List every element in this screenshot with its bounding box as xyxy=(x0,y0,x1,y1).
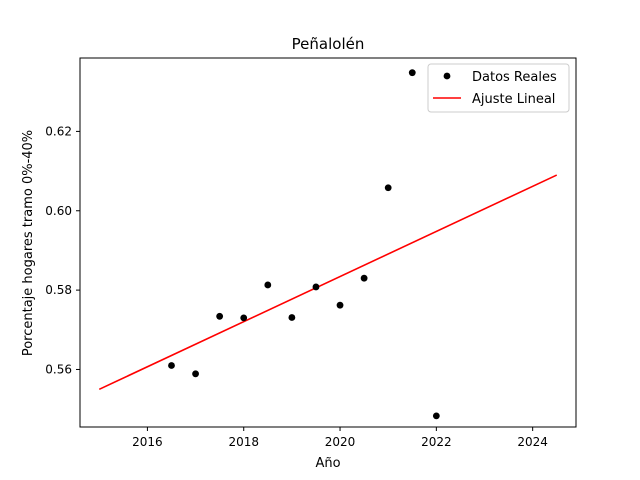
data-point xyxy=(192,370,199,378)
data-point xyxy=(360,274,368,282)
x-tick-label: 2024 xyxy=(517,435,548,449)
chart-title: Peñalolén xyxy=(292,35,365,53)
data-point xyxy=(240,314,248,322)
y-tick-label: 0.62 xyxy=(45,124,72,138)
data-point xyxy=(432,412,440,420)
data-point xyxy=(288,314,296,321)
data-point xyxy=(312,283,320,291)
data-point xyxy=(168,362,175,369)
x-tick-label: 2018 xyxy=(228,435,259,449)
x-tick-label: 2022 xyxy=(421,435,452,449)
legend-marker-scatter xyxy=(443,72,451,80)
axes-frame xyxy=(79,57,577,428)
data-point xyxy=(216,312,224,320)
y-tick-label: 0.60 xyxy=(45,204,72,218)
data-point xyxy=(384,184,392,192)
x-axis-label: Año xyxy=(315,456,340,471)
legend-label-scatter: Datos Reales xyxy=(472,70,557,85)
y-tick-label: 0.58 xyxy=(45,283,72,297)
y-tick-label: 0.56 xyxy=(45,362,72,376)
y-axis-label: Porcentaje hogares tramo 0%-40% xyxy=(21,130,36,356)
data-point xyxy=(264,281,272,289)
plot-area: 2016 2018 2020 2022 2024 0.56 0.58 0.60 0.62 xyxy=(45,57,577,449)
data-point xyxy=(408,69,416,77)
legend-box xyxy=(427,63,570,113)
data-point xyxy=(336,301,344,309)
x-tick-label: 2016 xyxy=(132,435,163,449)
legend: Datos Reales Ajuste Lineal xyxy=(427,63,570,113)
x-tick-label: 2020 xyxy=(325,435,356,449)
legend-label-line: Ajuste Lineal xyxy=(472,92,555,107)
fit-line xyxy=(98,174,558,391)
